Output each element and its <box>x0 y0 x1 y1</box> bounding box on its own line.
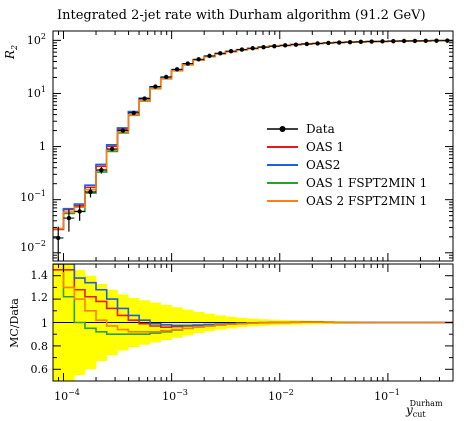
legend: Data OAS 1 OAS2 OAS 1 FSPT2MIN 1 OAS 2 F… <box>267 122 427 208</box>
data-point <box>88 189 93 195</box>
data-point <box>196 57 201 62</box>
data-point <box>250 46 255 51</box>
data-point <box>304 41 309 47</box>
data-point <box>109 146 115 152</box>
x-axis-label: ycutDurham <box>405 399 443 419</box>
data-point <box>391 38 396 44</box>
chart-title: Integrated 2-jet rate with Durham algori… <box>57 8 426 23</box>
y-axis-label: R2 <box>3 45 19 60</box>
data-point <box>369 39 374 44</box>
data-point <box>120 128 126 133</box>
data-point <box>218 51 223 56</box>
legend-label-oas2-fspt2min: OAS 2 FSPT2MIN 1 <box>306 194 427 208</box>
data-point <box>293 42 299 47</box>
y-tick-label-1e2: 102 <box>27 32 46 47</box>
ratio-tick-labels: 1.4 1.2 1 0.8 0.6 <box>31 269 49 376</box>
y-tick-label-1e-1: 10−1 <box>20 189 46 204</box>
data-point <box>434 38 439 43</box>
data-point <box>261 44 266 50</box>
ratio-tick-label-1: 1 <box>41 317 48 330</box>
data-point <box>347 39 353 45</box>
x-tick-label-1e-4: 10−4 <box>54 388 80 403</box>
data-point <box>185 61 190 66</box>
y-tick-label-1: 1 <box>39 140 46 153</box>
legend-marker-data-dot <box>279 126 286 132</box>
ratio-line-oas-2-fspt2min-1 <box>53 264 453 333</box>
data-point <box>174 67 180 72</box>
data-points-layer <box>53 38 453 261</box>
ratio-tick-label-0.8: 0.8 <box>31 340 49 353</box>
ratio-tick-label-1.4: 1.4 <box>31 269 49 282</box>
x-tick-labels: 10−4 10−3 10−2 10−1 <box>54 388 400 403</box>
ratio-tick-label-1.2: 1.2 <box>31 291 49 304</box>
data-point <box>282 43 288 48</box>
ratio-series-layer <box>53 264 453 335</box>
ratio-axis-label: MC/Data <box>8 298 21 348</box>
data-point <box>153 84 158 89</box>
data-point <box>207 53 212 59</box>
data-point <box>56 235 61 241</box>
data-point <box>66 215 72 221</box>
x-tick-label-1e-3: 10−3 <box>162 388 188 403</box>
legend-label-data: Data <box>306 122 335 136</box>
y-tick-labels: 10−2 10−1 1 101 102 <box>20 32 46 254</box>
data-point <box>401 38 407 44</box>
data-point <box>131 110 136 116</box>
data-point <box>380 39 385 44</box>
data-point <box>326 40 331 46</box>
data-point <box>423 38 428 43</box>
data-point <box>239 47 245 52</box>
legend-label-oas1-fspt2min: OAS 1 FSPT2MIN 1 <box>306 176 427 190</box>
data-point <box>337 40 342 45</box>
data-point <box>228 48 234 54</box>
data-point <box>358 39 364 45</box>
legend-label-oas2: OAS2 <box>306 158 340 172</box>
y-tick-label-1e1: 101 <box>27 85 46 100</box>
data-point <box>99 167 104 173</box>
data-point <box>315 41 320 46</box>
x-tick-label-1e-2: 10−2 <box>268 388 294 403</box>
ratio-tick-label-0.6: 0.6 <box>31 363 49 376</box>
y-tick-label-1e-2: 10−2 <box>20 239 46 254</box>
data-point <box>164 74 169 80</box>
legend-label-oas1: OAS 1 <box>306 140 344 154</box>
data-point <box>272 44 277 49</box>
data-point <box>412 38 418 44</box>
main-plot-frame <box>52 30 454 262</box>
x-tick-label-1e-1: 10−1 <box>374 388 400 403</box>
data-point <box>142 96 147 101</box>
data-point <box>77 209 82 214</box>
axes-ticks-layer <box>52 31 454 382</box>
